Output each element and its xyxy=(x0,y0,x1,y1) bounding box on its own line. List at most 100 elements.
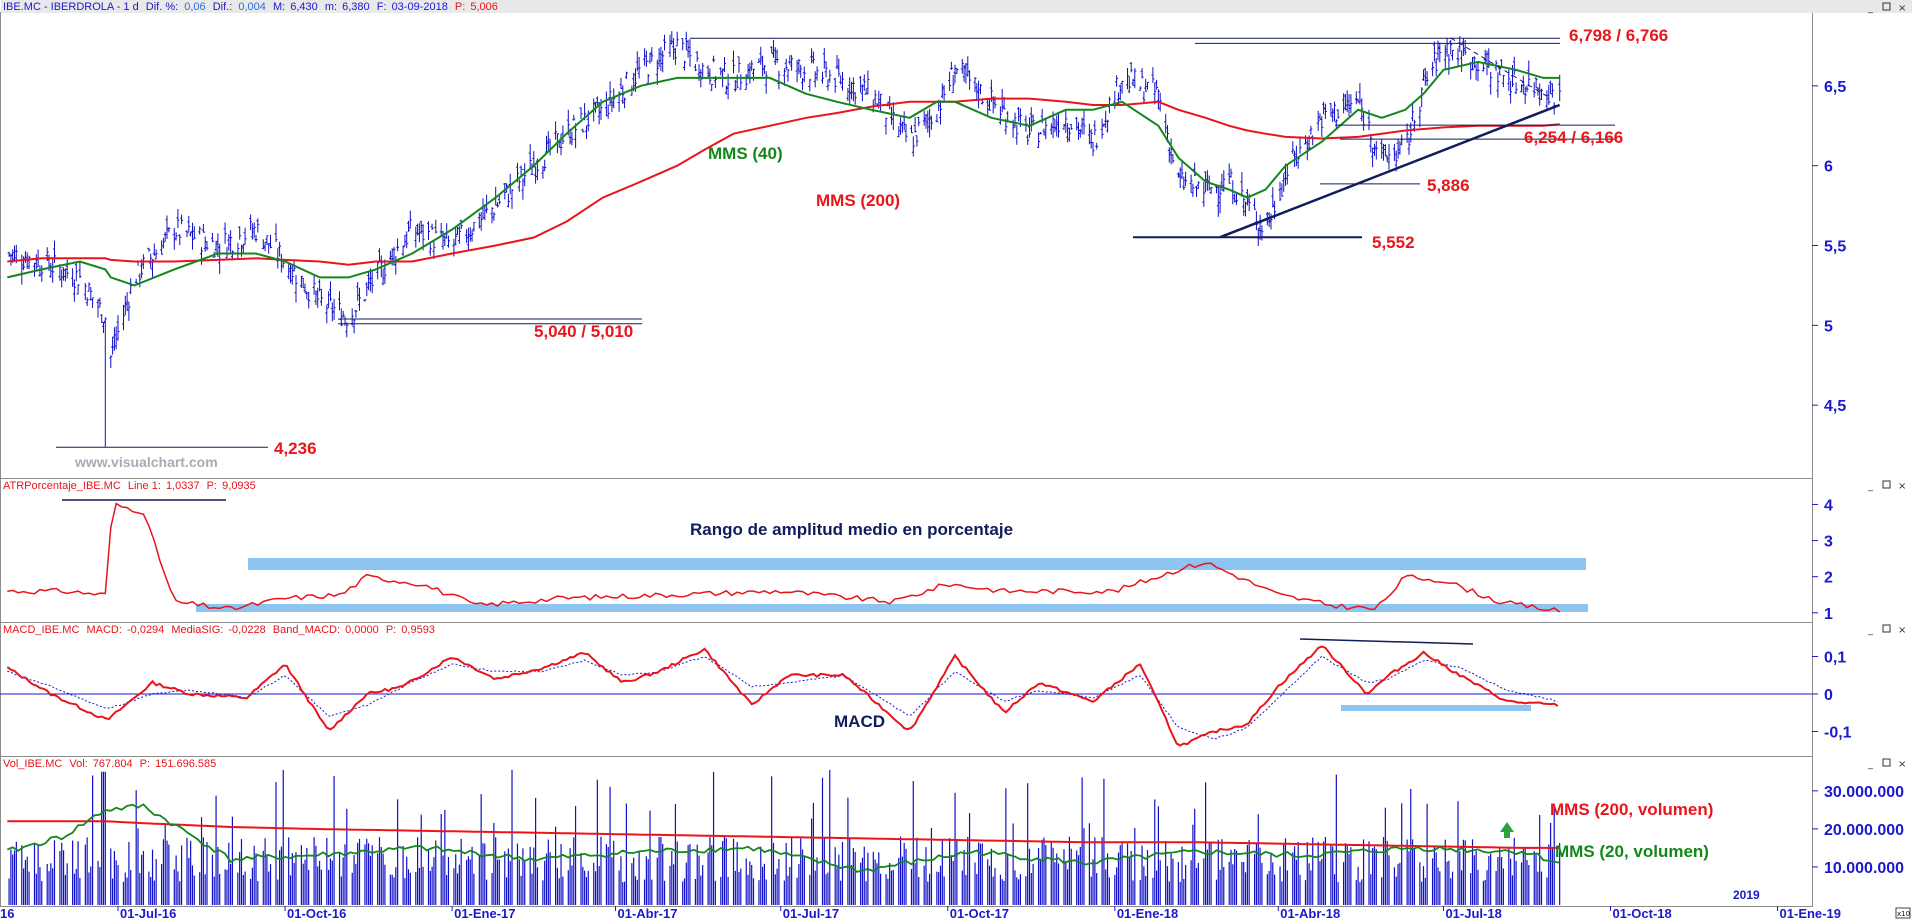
price-bar xyxy=(1532,82,1536,98)
price-bar xyxy=(1189,174,1193,193)
price-bar xyxy=(87,282,91,292)
price-bar xyxy=(657,48,661,68)
price-bar xyxy=(134,278,138,284)
price-bar xyxy=(1015,124,1019,145)
price-bar xyxy=(350,308,354,326)
close-icon[interactable]: × xyxy=(1898,759,1906,770)
maximize-icon[interactable] xyxy=(1882,758,1891,767)
price-bar xyxy=(58,264,62,281)
price-bar xyxy=(1405,123,1409,143)
price-bar xyxy=(1356,98,1360,104)
price-bar xyxy=(1066,123,1070,143)
price-bar xyxy=(167,227,171,233)
level-4236-label: 4,236 xyxy=(274,439,317,458)
price-bar xyxy=(83,283,87,301)
price-bar xyxy=(428,242,432,256)
macd-header-p-label: P: xyxy=(386,624,396,636)
price-bar xyxy=(383,259,387,285)
ma40-line xyxy=(7,60,1560,287)
price-bar xyxy=(554,121,558,140)
x-tick-label: 01-Ene-18 xyxy=(1117,906,1178,921)
minimize-icon[interactable]: _ xyxy=(1867,625,1874,636)
price-bar xyxy=(1082,110,1086,135)
price-bar xyxy=(1280,183,1284,197)
price-bar xyxy=(940,83,944,99)
atr-header-line: 1,0337 xyxy=(166,480,200,492)
price-bar xyxy=(712,55,716,63)
price-bar xyxy=(663,34,666,51)
price-bar xyxy=(27,255,31,270)
x-tick-label: 01-Jul-18 xyxy=(1445,906,1501,921)
vol-ma20-label: MMS (20, volumen) xyxy=(1555,842,1709,861)
price-bar xyxy=(808,78,812,92)
price-bar xyxy=(314,290,318,305)
price-bar xyxy=(1296,157,1300,169)
price-bar xyxy=(1055,115,1059,137)
price-bar xyxy=(546,131,550,152)
price-bar xyxy=(1383,144,1387,157)
price-bar xyxy=(1171,154,1175,164)
price-bar xyxy=(962,64,966,82)
x-tick-label: 01-Abr-18 xyxy=(1280,906,1340,921)
maximize-icon[interactable] xyxy=(1882,2,1891,11)
price-bar xyxy=(517,179,521,192)
price-bar xyxy=(1000,89,1004,113)
price-bar xyxy=(354,310,358,318)
price-bar xyxy=(964,63,968,84)
minimize-icon[interactable]: _ xyxy=(1867,759,1874,770)
price-bar xyxy=(229,230,233,253)
price-bar xyxy=(1133,68,1137,89)
price-bar xyxy=(265,235,269,245)
price-bar xyxy=(1385,155,1389,162)
x-tick-label: 01-Abr-17 xyxy=(618,906,678,921)
price-bar xyxy=(621,85,625,104)
price-bar xyxy=(1449,40,1453,55)
price-bar xyxy=(1451,49,1454,61)
price-bar xyxy=(579,107,583,119)
price-bar xyxy=(673,48,677,65)
price-bar xyxy=(672,38,676,60)
year-marker: 2019 xyxy=(1733,888,1760,902)
price-bar xyxy=(1129,62,1133,73)
price-bar xyxy=(327,291,331,308)
price-bar xyxy=(1463,39,1467,55)
price-bar xyxy=(447,235,450,248)
atr-header-p: 9,0935 xyxy=(222,480,256,492)
maximize-icon[interactable] xyxy=(1882,624,1891,633)
close-icon[interactable]: × xyxy=(1898,3,1906,14)
price-bar xyxy=(1407,137,1411,155)
price-bar xyxy=(913,116,917,133)
price-header-max: 6,430 xyxy=(290,1,318,13)
price-bar xyxy=(960,59,964,74)
price-bar xyxy=(811,51,815,64)
price-bar xyxy=(1382,143,1385,161)
price-bar xyxy=(646,73,650,84)
price-bar xyxy=(1309,125,1313,135)
price-bar xyxy=(407,220,410,232)
price-bar xyxy=(1095,142,1099,150)
price-header-p-label: P: xyxy=(455,1,465,13)
price-bar xyxy=(890,106,893,125)
price-bar xyxy=(332,298,336,321)
price-bar xyxy=(1102,123,1106,128)
close-icon[interactable]: × xyxy=(1898,481,1906,492)
price-bar xyxy=(739,74,743,90)
price-bar xyxy=(432,240,436,260)
price-bar xyxy=(701,63,705,80)
price-bar xyxy=(951,75,955,93)
maximize-icon[interactable] xyxy=(1882,480,1891,489)
price-bar xyxy=(1316,110,1320,131)
close-icon[interactable]: × xyxy=(1898,625,1906,636)
minimize-icon[interactable]: _ xyxy=(1867,3,1874,14)
price-bar xyxy=(370,270,374,294)
price-bar xyxy=(65,259,69,279)
minimize-icon[interactable]: _ xyxy=(1867,481,1874,492)
price-header: IBE.MC - IBERDROLA - 1 d Dif. %: 0,06 Di… xyxy=(3,1,498,13)
price-bar xyxy=(443,235,447,247)
price-bar xyxy=(899,117,903,135)
macd-divergence-line xyxy=(1299,638,1474,645)
price-ytick-label: 4,5 xyxy=(1824,398,1846,415)
price-bar xyxy=(356,282,360,301)
price-bar xyxy=(51,257,55,283)
price-bar xyxy=(274,223,278,243)
